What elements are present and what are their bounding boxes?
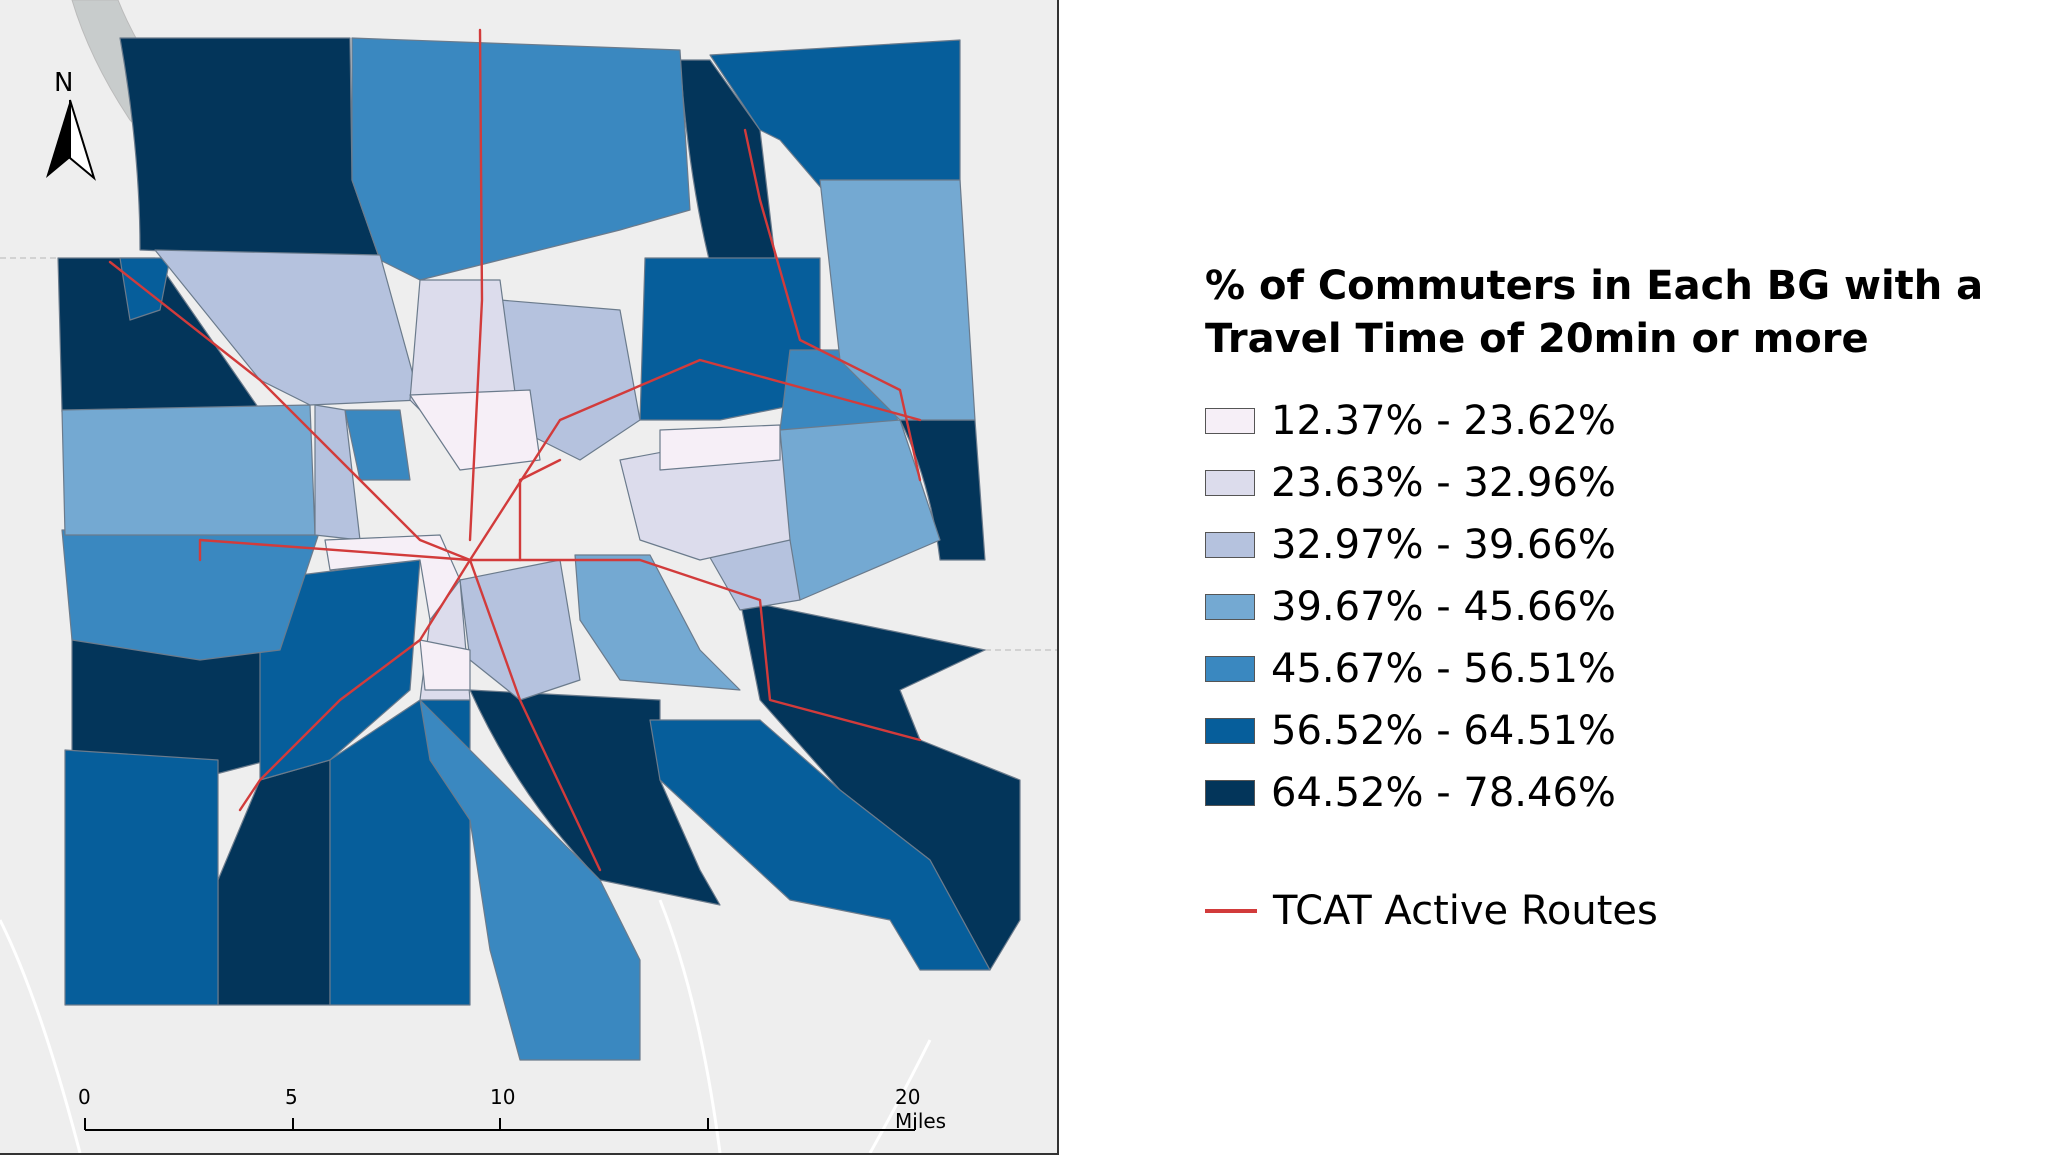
scale-tick-label: 10 bbox=[490, 1085, 516, 1109]
legend-swatch bbox=[1205, 470, 1255, 496]
legend-item[interactable]: 23.63% - 32.96% bbox=[1205, 452, 2005, 514]
legend-label: 12.37% - 23.62% bbox=[1271, 398, 1616, 444]
legend-title-line: % of Commuters in Each BG with a bbox=[1205, 263, 1984, 309]
legend-item[interactable]: 56.52% - 64.51% bbox=[1205, 700, 2005, 762]
legend-item[interactable]: 39.67% - 45.66% bbox=[1205, 576, 2005, 638]
legend-item[interactable]: 12.37% - 23.62% bbox=[1205, 390, 2005, 452]
legend-item[interactable]: 45.67% - 56.51% bbox=[1205, 638, 2005, 700]
block-group[interactable] bbox=[351, 37, 691, 281]
scale-tick-label: 0 bbox=[78, 1085, 91, 1109]
block-group[interactable] bbox=[217, 759, 331, 1006]
block-group[interactable] bbox=[119, 37, 381, 261]
legend-item[interactable]: 32.97% - 39.66% bbox=[1205, 514, 2005, 576]
legend-swatch bbox=[1205, 532, 1255, 558]
block-groups bbox=[57, 37, 1021, 1061]
legend-swatch bbox=[1205, 780, 1255, 806]
tcat-routes[interactable] bbox=[108, 28, 922, 872]
block-group[interactable] bbox=[574, 554, 741, 691]
legend-label: 64.52% - 78.46% bbox=[1271, 770, 1616, 816]
map-frame[interactable]: N 0 5 10 20 Miles bbox=[0, 0, 1059, 1155]
block-group[interactable] bbox=[154, 249, 421, 406]
tcat-route[interactable] bbox=[518, 458, 562, 562]
block-group[interactable] bbox=[819, 179, 976, 421]
legend-label: 23.63% - 32.96% bbox=[1271, 460, 1616, 506]
legend-label: 32.97% - 39.66% bbox=[1271, 522, 1616, 568]
legend-swatch bbox=[1205, 718, 1255, 744]
block-group[interactable] bbox=[649, 719, 991, 971]
block-group[interactable] bbox=[899, 419, 986, 561]
scalebar-line bbox=[84, 1118, 916, 1131]
block-group[interactable] bbox=[459, 559, 581, 701]
north-arrow-icon bbox=[46, 99, 96, 181]
basemap-road bbox=[658, 899, 722, 1153]
block-group[interactable] bbox=[329, 699, 471, 1006]
block-group[interactable] bbox=[659, 424, 781, 471]
legend-label: 39.67% - 45.66% bbox=[1271, 584, 1616, 630]
tcat-route[interactable] bbox=[743, 128, 922, 482]
basemap-road bbox=[0, 919, 82, 1153]
basemap-road bbox=[868, 1039, 932, 1153]
legend-label-routes: TCAT Active Routes bbox=[1273, 888, 1658, 934]
block-group[interactable] bbox=[739, 599, 1021, 971]
legend-title: % of Commuters in Each BG with a Travel … bbox=[1205, 260, 2005, 366]
legend-item[interactable]: 64.52% - 78.46% bbox=[1205, 762, 2005, 824]
block-group[interactable] bbox=[419, 699, 641, 1061]
tcat-route[interactable] bbox=[198, 538, 472, 562]
legend-label: 56.52% - 64.51% bbox=[1271, 708, 1616, 754]
scalebar: 0 5 10 20 Miles bbox=[60, 1085, 946, 1135]
block-group[interactable] bbox=[64, 749, 219, 1006]
tcat-route[interactable] bbox=[108, 260, 472, 562]
map-legend: % of Commuters in Each BG with a Travel … bbox=[1205, 260, 2005, 934]
tcat-route[interactable] bbox=[468, 28, 484, 542]
legend-label: 45.67% - 56.51% bbox=[1271, 646, 1616, 692]
tcat-route[interactable] bbox=[468, 558, 922, 742]
block-group[interactable] bbox=[344, 409, 411, 481]
legend-title-line: Travel Time of 20min or more bbox=[1205, 316, 1869, 362]
legend-swatch bbox=[1205, 408, 1255, 434]
block-group[interactable] bbox=[61, 529, 321, 661]
tcat-route[interactable] bbox=[468, 558, 602, 872]
block-group[interactable] bbox=[419, 639, 471, 691]
north-letter: N bbox=[54, 68, 74, 98]
tcat-route[interactable] bbox=[238, 558, 472, 812]
block-group[interactable] bbox=[61, 404, 316, 536]
scale-tick-label: 5 bbox=[285, 1085, 298, 1109]
route-line-swatch bbox=[1205, 909, 1257, 913]
choropleth-map[interactable] bbox=[0, 0, 1057, 1153]
legend-item-routes[interactable]: TCAT Active Routes bbox=[1205, 888, 2005, 934]
legend-swatch bbox=[1205, 656, 1255, 682]
legend-swatch bbox=[1205, 594, 1255, 620]
tcat-route[interactable] bbox=[468, 358, 922, 562]
